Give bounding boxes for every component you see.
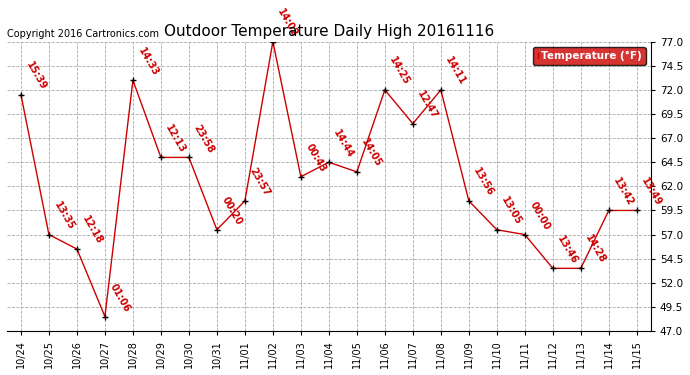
Text: 14:11: 14:11 — [444, 55, 468, 87]
Text: 13:46: 13:46 — [555, 234, 580, 266]
Text: 23:57: 23:57 — [248, 166, 272, 198]
Text: 01:06: 01:06 — [108, 282, 132, 314]
Text: 00:20: 00:20 — [219, 195, 244, 227]
Text: 00:43: 00:43 — [304, 142, 328, 174]
Text: 13:49: 13:49 — [640, 176, 664, 208]
Text: 14:02: 14:02 — [276, 7, 300, 39]
Text: Copyright 2016 Cartronics.com: Copyright 2016 Cartronics.com — [7, 29, 159, 39]
Text: 14:28: 14:28 — [584, 234, 608, 266]
Text: 14:44: 14:44 — [332, 128, 356, 159]
Text: 12:47: 12:47 — [415, 89, 440, 121]
Text: 13:35: 13:35 — [52, 200, 76, 232]
Text: 15:39: 15:39 — [23, 60, 48, 92]
Text: 00:00: 00:00 — [528, 200, 552, 232]
Text: 12:13: 12:13 — [164, 123, 188, 154]
Text: 14:25: 14:25 — [388, 55, 412, 87]
Text: 13:05: 13:05 — [500, 195, 524, 227]
Text: 13:42: 13:42 — [611, 176, 635, 208]
Text: 14:05: 14:05 — [359, 137, 384, 169]
Legend: Temperature (°F): Temperature (°F) — [533, 47, 646, 65]
Title: Outdoor Temperature Daily High 20161116: Outdoor Temperature Daily High 20161116 — [164, 24, 494, 39]
Text: 14:33: 14:33 — [136, 45, 160, 77]
Text: 12:18: 12:18 — [80, 214, 104, 246]
Text: 23:58: 23:58 — [192, 123, 216, 154]
Text: 13:56: 13:56 — [472, 166, 496, 198]
